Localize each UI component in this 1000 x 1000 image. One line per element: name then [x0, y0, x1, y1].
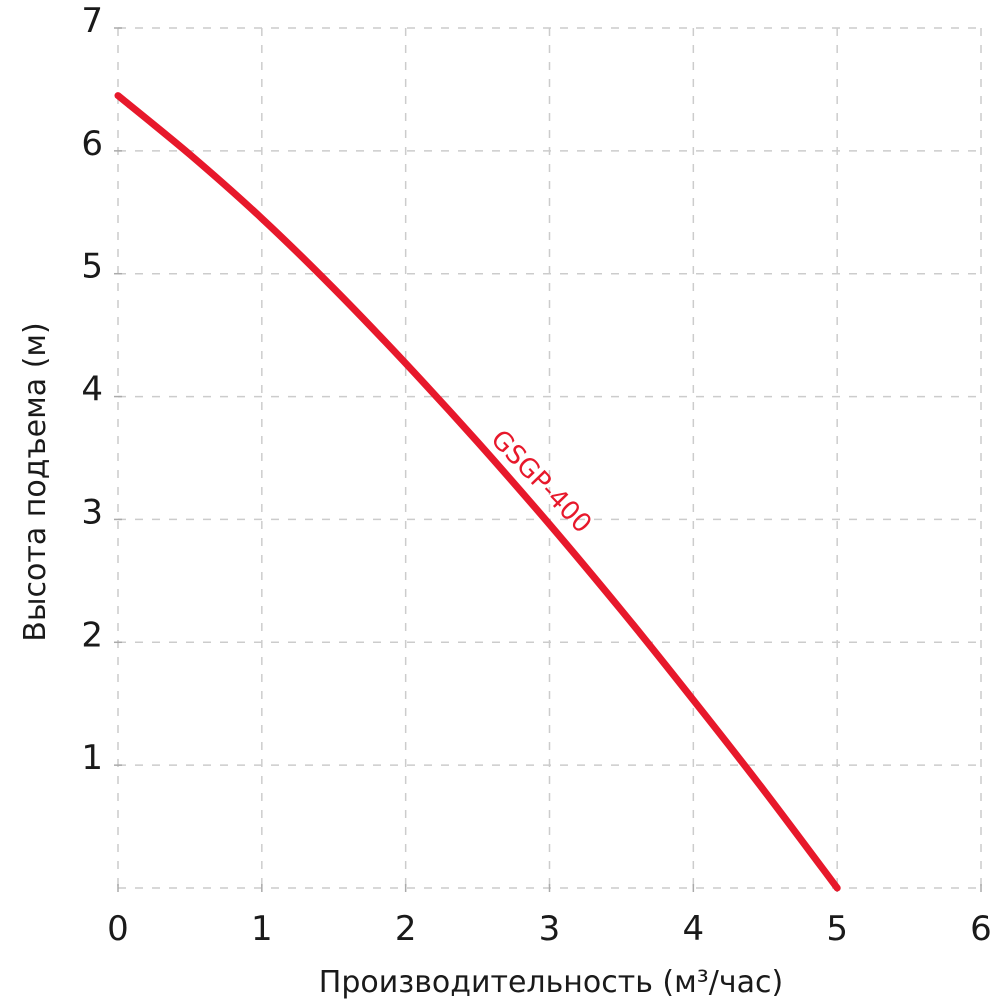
- tick-marks: [114, 27, 982, 892]
- y-tick-label-6: 6: [81, 124, 103, 164]
- x-axis-tick-labels: 0 1 2 3 4 5 6: [107, 909, 992, 949]
- y-axis-title: Высота подъема (м): [18, 322, 53, 641]
- y-tick-label-7: 7: [81, 1, 103, 41]
- y-tick-label-5: 5: [81, 247, 103, 287]
- curve-label-gsgp-400: GSGP-400: [485, 424, 598, 539]
- x-tick-label-3: 3: [539, 909, 561, 949]
- x-axis-title: Производительность (м³/час): [319, 965, 783, 1000]
- series-curves: [114, 92, 841, 892]
- pump-curve-gsgp-400: [114, 92, 841, 892]
- x-tick-label-0: 0: [107, 909, 129, 949]
- x-tick-label-6: 6: [970, 909, 992, 949]
- y-tick-label-2: 2: [81, 615, 103, 655]
- x-tick-label-4: 4: [683, 909, 705, 949]
- y-axis-tick-labels: 1 2 3 4 5 6 7: [81, 1, 103, 778]
- gridlines: [117, 27, 982, 889]
- curve-labels: GSGP-400: [485, 424, 598, 539]
- y-tick-label-4: 4: [81, 370, 103, 410]
- x-tick-label-2: 2: [395, 909, 417, 949]
- y-tick-label-1: 1: [81, 738, 103, 778]
- y-tick-label-3: 3: [81, 492, 103, 532]
- x-tick-label-5: 5: [826, 909, 848, 949]
- x-tick-label-1: 1: [251, 909, 273, 949]
